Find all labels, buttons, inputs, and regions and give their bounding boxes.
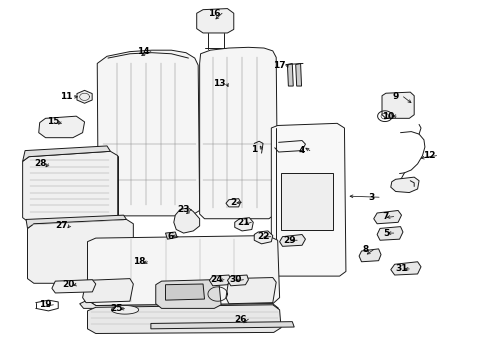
Polygon shape [173,208,199,233]
Polygon shape [209,275,230,286]
Text: 22: 22 [256,232,269,241]
Polygon shape [227,275,248,286]
Text: 12: 12 [422,151,434,160]
Text: 13: 13 [212,80,225,89]
Text: 27: 27 [55,221,68,230]
Text: 8: 8 [362,246,368,255]
Text: 19: 19 [39,300,52,309]
Polygon shape [373,211,401,224]
Polygon shape [39,116,84,138]
Polygon shape [156,280,221,309]
Text: 21: 21 [237,218,249,227]
Text: 17: 17 [273,62,285,71]
Polygon shape [287,63,293,86]
Polygon shape [111,306,139,314]
Text: 10: 10 [382,112,394,121]
Text: 23: 23 [177,205,189,214]
Text: 16: 16 [207,9,220,18]
Text: 24: 24 [209,275,222,284]
Text: 3: 3 [367,193,374,202]
Polygon shape [80,300,278,309]
Polygon shape [165,232,177,239]
Polygon shape [82,279,133,303]
Polygon shape [97,50,199,216]
Polygon shape [225,278,276,304]
Text: 7: 7 [382,212,388,221]
Text: 28: 28 [34,159,47,168]
Polygon shape [358,249,380,262]
Text: 4: 4 [298,146,305,155]
Text: 20: 20 [61,280,74,289]
Polygon shape [87,305,281,333]
Polygon shape [279,234,305,246]
Text: 30: 30 [229,275,242,284]
Polygon shape [22,151,118,222]
Text: 29: 29 [283,236,295,245]
Text: 9: 9 [392,92,398,101]
Polygon shape [381,92,413,118]
Polygon shape [390,262,420,275]
Polygon shape [77,90,92,103]
Text: 5: 5 [382,229,388,238]
Polygon shape [26,215,126,228]
Text: 14: 14 [137,47,149,56]
Text: 25: 25 [110,304,123,313]
Text: 26: 26 [234,315,246,324]
Polygon shape [271,123,345,276]
Polygon shape [295,63,301,86]
Text: 18: 18 [133,257,145,266]
Polygon shape [234,218,253,231]
Text: 15: 15 [47,117,60,126]
Polygon shape [376,226,402,240]
Polygon shape [165,284,204,300]
Text: 1: 1 [251,145,257,154]
Polygon shape [281,173,332,230]
Polygon shape [390,177,418,193]
Text: 11: 11 [60,92,73,101]
Polygon shape [27,220,133,283]
Polygon shape [199,47,277,219]
Text: 2: 2 [230,198,236,207]
Text: 6: 6 [167,232,173,241]
Polygon shape [52,280,96,293]
Polygon shape [22,146,110,161]
Polygon shape [196,9,233,33]
Polygon shape [254,231,272,244]
Text: 31: 31 [394,265,407,274]
Polygon shape [87,235,279,306]
Polygon shape [151,321,294,329]
Polygon shape [225,199,240,207]
